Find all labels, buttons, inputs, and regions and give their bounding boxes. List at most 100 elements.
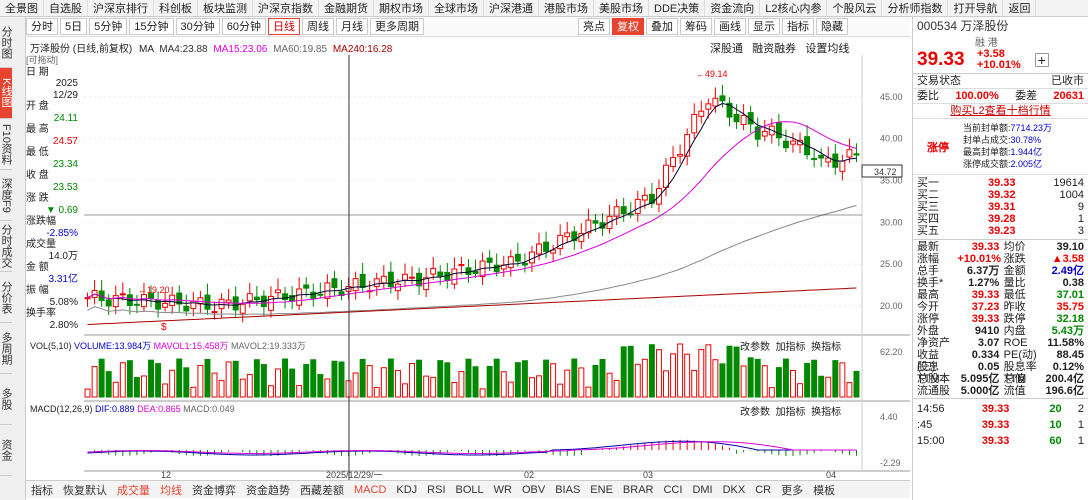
bid-label: 买四	[917, 213, 939, 225]
sidebar-tab[interactable]: 分时图	[0, 17, 12, 68]
period-tab[interactable]: 更多周期	[370, 18, 424, 35]
menu-item[interactable]: 金融期货	[319, 0, 374, 16]
indicator-tab[interactable]: DKX	[722, 483, 746, 496]
menu-item[interactable]: 全景图	[0, 0, 44, 16]
toolbar-button[interactable]: 显示	[748, 18, 780, 35]
indicator-tab[interactable]: DMI	[692, 483, 713, 496]
indicator-tab[interactable]: 西藏差额	[300, 484, 344, 497]
menu-item[interactable]: 打开导航	[948, 0, 1004, 16]
indicator-tab[interactable]: CR	[755, 483, 772, 496]
indicator-tab[interactable]: 均线	[160, 484, 182, 497]
sidebar-tab[interactable]: 资金	[0, 425, 12, 476]
candle-body	[225, 299, 232, 303]
indicator-tab[interactable]: 资金博弈	[192, 484, 236, 497]
limit-row-value: 7714.23万	[1010, 123, 1053, 133]
kline-chart[interactable]: 45.00 40.00 35.00 30.00 25.00 20.00 34.72 ←49.1…	[26, 37, 910, 480]
period-tab[interactable]: 5日	[60, 18, 88, 35]
rzrq-button[interactable]: 融资融券	[752, 43, 797, 55]
period-tab[interactable]: 分时	[26, 18, 58, 35]
candle-body	[352, 278, 359, 292]
sidebar-tab[interactable]: K线图	[0, 68, 12, 119]
period-tab[interactable]: 日线	[268, 18, 300, 35]
menu-item[interactable]: DDE决策	[649, 0, 706, 16]
volume-bar	[634, 363, 641, 398]
menu-item[interactable]: 返回	[1003, 0, 1037, 16]
menu-item[interactable]: 沪深港通	[484, 0, 539, 16]
period-tab[interactable]: 15分钟	[129, 18, 174, 35]
macd-switch-button[interactable]: 换指标	[811, 407, 842, 418]
sidebar-tab[interactable]: 多周期	[0, 323, 12, 374]
indicator-tab[interactable]: 模板	[813, 484, 836, 497]
stat-row: 总股本 5.095亿 总值 200.4亿	[913, 373, 1088, 385]
menu-item[interactable]: L2核心内参	[760, 0, 828, 16]
volume-bar	[825, 376, 832, 398]
indicator-tab[interactable]: WR	[493, 483, 512, 496]
menu-item[interactable]: 板块监测	[198, 0, 253, 16]
indicator-tab[interactable]: ENE	[590, 483, 613, 496]
vol-switch-button[interactable]: 换指标	[811, 342, 842, 353]
vol-add-button[interactable]: 加指标	[775, 342, 806, 353]
add-watchlist-icon[interactable]: +	[1034, 52, 1049, 67]
candle-body	[162, 302, 169, 308]
menu-item[interactable]: 个股风云	[827, 0, 883, 16]
ma-settings-button[interactable]: 设置均线	[805, 43, 850, 55]
indicator-tab[interactable]: 成交量	[117, 484, 150, 497]
menu-item[interactable]: 全球市场	[429, 0, 484, 16]
toolbar-button[interactable]: 复权	[612, 18, 644, 35]
l2-link[interactable]: 购买L2查看十档行情	[913, 104, 1088, 119]
indicator-tab[interactable]: BIAS	[555, 483, 581, 496]
price-pct: +10.01%	[977, 58, 1021, 71]
period-tab[interactable]: 30分钟	[175, 18, 220, 35]
toolbar-button[interactable]: 隐藏	[816, 18, 848, 35]
menu-item[interactable]: 科创板	[154, 0, 198, 16]
sidebar-tab[interactable]: 分时成交	[0, 221, 12, 272]
sgt-button[interactable]: 深股通	[710, 43, 743, 55]
toolbar-button[interactable]: 亮点	[578, 18, 610, 35]
indicator-tab[interactable]: BRAR	[622, 483, 654, 496]
menu-item[interactable]: 美股市场	[594, 0, 649, 16]
indicator-tab[interactable]: 指标	[31, 484, 53, 497]
candle-body	[677, 154, 684, 157]
sidebar-tab[interactable]: 多股	[0, 374, 12, 425]
period-tab[interactable]: 周线	[302, 18, 334, 35]
toolbar-button[interactable]: 叠加	[646, 18, 678, 35]
toolbar-button[interactable]: 画线	[714, 18, 746, 35]
indicator-tab[interactable]: BOLL	[455, 483, 484, 496]
menu-item[interactable]: 分析师指数	[882, 0, 949, 16]
volume-bar	[402, 383, 408, 398]
price-tick: 40.00	[880, 134, 903, 144]
vol-param-button[interactable]: 改参数	[740, 342, 770, 353]
volume-bar	[782, 358, 789, 398]
indicator-tab[interactable]: KDJ	[396, 483, 418, 496]
tick-time: :45	[917, 419, 933, 431]
sidebar-tab[interactable]: F10资料	[0, 119, 12, 170]
period-tab[interactable]: 5分钟	[89, 18, 128, 35]
toolbar-button[interactable]: 指标	[782, 18, 814, 35]
candle-body	[571, 231, 578, 242]
menu-item[interactable]: 沪深京排行	[88, 0, 154, 16]
menu-item[interactable]: 资金流向	[705, 0, 761, 16]
stat-value: 200.4亿	[1045, 373, 1084, 385]
indicator-tab[interactable]: CCI	[663, 483, 683, 496]
macd-param-button[interactable]: 改参数	[740, 407, 770, 418]
indicator-tab[interactable]: RSI	[427, 483, 446, 496]
indicator-tab[interactable]: 恢复默认	[63, 484, 107, 497]
indicator-tab[interactable]: MACD	[354, 483, 387, 496]
period-tab[interactable]: 60分钟	[221, 18, 266, 35]
macd-add-button[interactable]: 加指标	[775, 407, 806, 418]
volume-bar	[267, 385, 274, 398]
indicator-tab[interactable]: 资金趋势	[246, 484, 290, 497]
period-tab[interactable]: 月线	[336, 18, 368, 35]
bid-price: 39.33	[987, 177, 1016, 189]
bid-price: 39.31	[987, 201, 1016, 213]
menu-item[interactable]: 自选股	[44, 0, 88, 16]
menu-item[interactable]: 港股市场	[539, 0, 594, 16]
indicator-tab[interactable]: OBV	[521, 483, 546, 496]
toolbar-button[interactable]: 筹码	[680, 18, 712, 35]
sidebar-tab[interactable]: 深度F9	[0, 170, 12, 221]
indicator-tab[interactable]: 更多	[781, 484, 804, 497]
sidebar-tab[interactable]: 分价表	[0, 272, 12, 323]
tick-time: 14:56	[917, 403, 945, 415]
menu-item[interactable]: 沪深京指数	[253, 0, 319, 16]
menu-item[interactable]: 期权市场	[374, 0, 429, 16]
